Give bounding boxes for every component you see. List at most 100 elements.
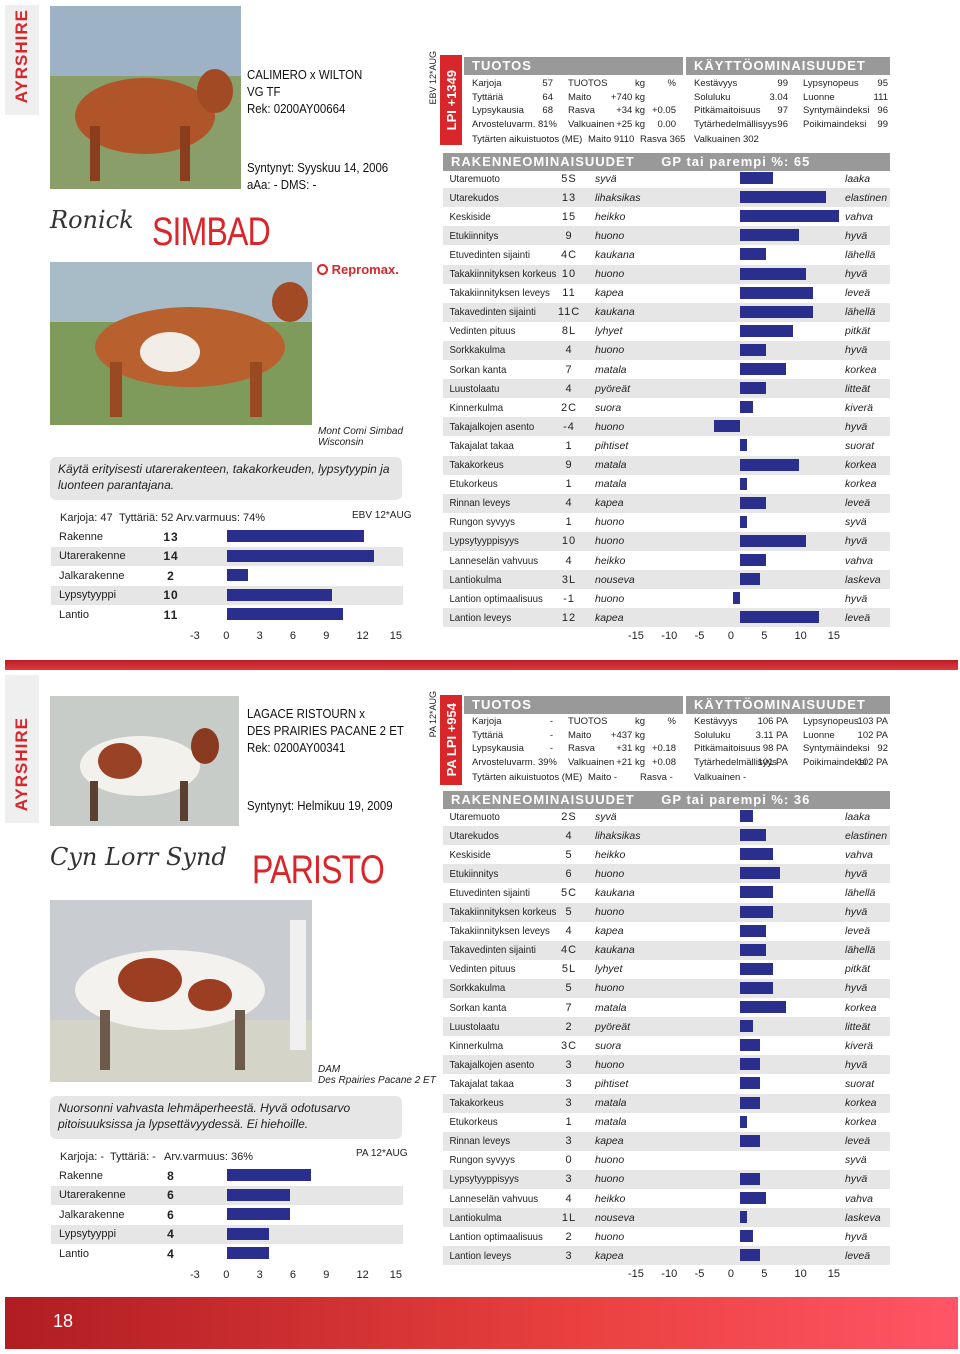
rakenne-title: RAKENNEOMINAISUUDET GP tai parempi %: 65 [443,153,890,171]
rakenne-value: 12 [561,611,577,624]
kaytto-value: 111 [873,91,888,103]
ebv-side-text: PA 12*AUG [428,690,438,737]
rakenne-label: Keskiside [449,848,491,861]
rakenne-row: Lantion leveys 12 kapea leveä [443,608,890,628]
axis-tick-label: 0 [727,1268,735,1281]
dam-name: DAM [318,1064,341,1075]
rakenne-negative-label: matala [595,363,627,376]
rakenne-row: Keskiside 15 heikko vahva [443,207,890,226]
dam-location: Des Rpairies Pacane 2 ET [318,1075,436,1086]
description-note: Käytä erityisesti utarerakenteen, takako… [50,457,402,500]
rakenne-label: Takakorkeus [449,459,504,471]
rakenne-positive-label: elastinen [845,829,888,842]
tuotos-value: 64 [542,91,553,103]
trait-label: Rakenne [59,530,104,543]
tuotos-value: - [549,729,553,741]
trait-value: 14 [163,549,179,564]
stat-arvosteluvarmuus: Arv.varmuus: 36% [164,1151,254,1163]
kaytto-value: 98 PA [762,743,788,754]
tuotos-percent: +0.08 [651,756,676,768]
axis-tick-label: 5 [761,1268,768,1281]
rakenne-value: 15 [561,210,577,223]
rakenne-negative-label: kaukana [595,306,635,319]
rakenne-positive-label: leveä [845,1135,871,1148]
trait-bar [227,1227,269,1240]
rakenne-value: 2S [561,810,577,823]
rakenne-label: Lantiokulma [449,573,502,586]
rakenne-bar [740,363,787,375]
tuotos-trait: Valkuainen [568,118,615,130]
rakenne-positive-label: hyvä [845,906,868,918]
rakenne-label: Takajalkojen asento [449,1058,535,1071]
rakenne-label: Takakiinnityksen leveys [449,925,550,938]
rakenne-negative-label: pihtiset [595,439,629,452]
rakenne-label: Etukorkeus [449,478,498,491]
bull-photo-head [50,696,239,826]
kaytto-label: Poikimaindeksi [803,756,867,768]
rakenne-positive-label: korkea [845,1097,877,1109]
rakenne-label: Takajalat takaa [449,439,514,452]
rakenne-bar [740,554,767,566]
birth-date: Syntynyt: Helmikuu 19, 2009 [247,797,393,814]
rakenne-bar [740,867,780,880]
rakenne-label: Etuvedinten sijainti [449,886,530,899]
rakenne-row: Etukorkeus 1 matala korkea [443,1113,890,1132]
rakenne-label: Keskiside [449,210,491,223]
logo-text: Repromax. [331,262,399,277]
rakenne-label: Etukiinnitys [449,867,499,880]
rakenne-label: Rinnan leveys [449,497,511,510]
tuotos-kg: +21 kg [616,756,645,768]
rakenne-label: Kinnerkulma [449,401,504,414]
tuotos-trait: Valkuainen [568,756,615,768]
rakenne-negative-label: kapea [595,287,624,300]
rakenne-label: Etukiinnitys [449,229,499,242]
rakenne-value: 10 [561,535,577,548]
rakenne-row: Utaremuoto 2S syvä laaka [443,807,890,826]
stat-karjoja: Karjoja: 47 [60,512,113,524]
rakenne-row: Luustolaatu 4 pyöreät litteät [443,379,890,399]
rakenne-value: 11C [557,306,581,319]
kaytto-label: Tytärhedelmällisyys [694,756,777,768]
rakenne-positive-label: litteät [845,1020,871,1033]
rakenne-row: Takavedinten sijainti 4C kaukana lähellä [443,940,890,960]
rakenne-bar [740,382,767,395]
pedigree-line: DES PRAIRIES PACANE 2 ET [247,723,404,738]
tuotos-trait: TUOTOS [568,78,608,89]
axis-tick-label: 10 [794,1268,807,1281]
rakenne-negative-label: pyöreät [595,1020,631,1033]
rakenne-positive-label: suorat [845,1077,875,1090]
kaytto-value: 101 PA [757,756,788,768]
rakenne-row: Etukorkeus 1 matala korkea [443,475,890,494]
axis-tick-label: 3 [256,630,263,642]
rakenne-value: 4 [565,554,573,567]
kaytto-value: 102 PA [857,729,888,741]
trait-bar [227,1188,290,1201]
rakenne-row: Kinnerkulma 2C suora kiverä [443,398,890,417]
rakenne-negative-label: kapea [595,925,624,938]
rakenne-value: 4 [565,829,573,842]
rakenne-negative-label: kaukana [595,944,635,957]
rakenne-value: 3 [565,1249,573,1262]
rakenne-negative-label: kapea [595,1249,624,1262]
rakenne-row: Takajalkojen asento 3 huono hyvä [443,1055,890,1075]
trait-value: 6 [167,1188,175,1203]
rakenne-positive-label: hyvä [845,1230,868,1243]
tuotos-title: TUOTOS [464,696,683,714]
trait-bar [227,1247,269,1260]
rakenne-value: 2 [565,1230,573,1243]
rakenne-positive-label: lähellä [845,886,876,899]
rakenne-value: 1 [565,516,573,529]
trait-bar [227,1208,290,1221]
rakenne-positive-label: vahva [845,210,874,223]
rakenne-row: Lantion optimaalisuus -1 huono hyvä [443,589,890,608]
rakenne-value: -1 [563,592,575,605]
pedigree: CALIMERO x WILTON VG TF Rek: 0200AY00664 [247,66,362,117]
rakenne-label: Luustolaatu [449,1020,500,1033]
rakenne-row: Takavedinten sijainti 11C kaukana lähellä [443,302,890,322]
kaytto-label: Lypsynopeus [803,716,859,727]
trait-value: 8 [167,1168,175,1183]
rakenne-value: 2C [560,401,578,414]
rakenne-bar [740,324,793,337]
rakenne-bar [740,210,839,223]
rakenne-value: 4C [560,944,578,957]
